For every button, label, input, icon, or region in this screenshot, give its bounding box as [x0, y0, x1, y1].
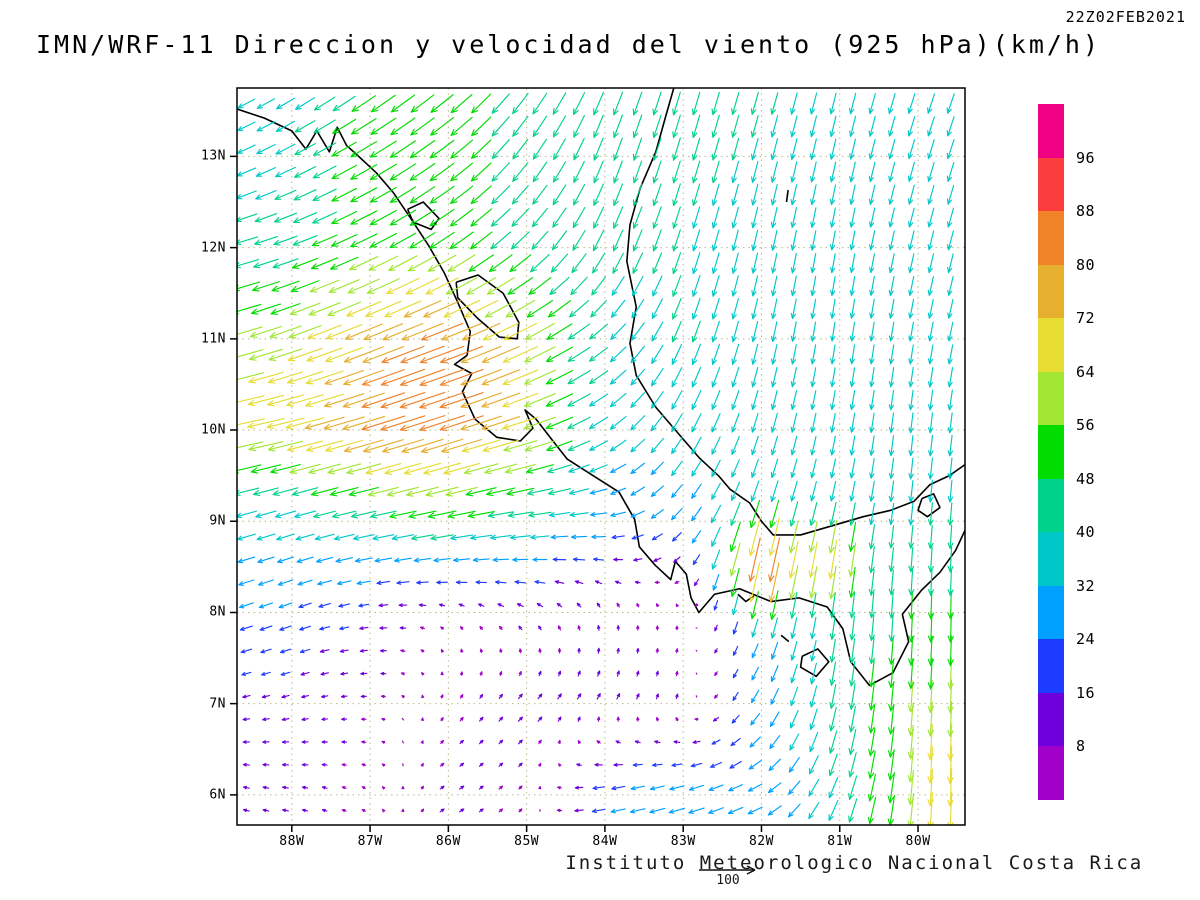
- colorbar-segment: [1038, 639, 1064, 693]
- lon-tick-label: 80W: [905, 834, 931, 849]
- lat-tick-label: 11N: [201, 331, 226, 347]
- lon-tick-label: 87W: [357, 834, 383, 849]
- lon-tick-label: 81W: [827, 834, 853, 849]
- lat-tick-label: 7N: [209, 696, 226, 712]
- colorbar-segment: [1038, 532, 1064, 586]
- colorbar-level-label: 80: [1076, 255, 1096, 274]
- colorbar-level-label: 24: [1076, 630, 1096, 648]
- colorbar-segment: [1038, 318, 1064, 372]
- colorbar-level-label: 64: [1076, 362, 1096, 381]
- colorbar-level-label: 88: [1076, 202, 1096, 220]
- reference-arrow: 100: [697, 861, 759, 891]
- lon-tick-label: 88W: [279, 834, 305, 849]
- colorbar-segment: [1038, 104, 1064, 158]
- colorbar-level-label: 56: [1076, 416, 1096, 434]
- lon-tick-label: 85W: [514, 834, 540, 849]
- lat-tick-label: 9N: [209, 513, 226, 529]
- colorbar-segment: [1038, 585, 1064, 639]
- reference-arrow-icon: [699, 865, 756, 875]
- lat-tick-label: 13N: [201, 148, 226, 164]
- colorbar-level-label: 32: [1076, 576, 1096, 595]
- reference-arrow-label: 100: [716, 873, 740, 888]
- colorbar-level-label: 48: [1076, 469, 1096, 488]
- colorbar-segment: [1038, 478, 1064, 532]
- lat-tick-label: 8N: [209, 604, 226, 620]
- colorbar-segment: [1038, 157, 1064, 211]
- colorbar-segment: [1038, 211, 1064, 265]
- lat-tick-label: 10N: [201, 422, 226, 438]
- colorbar-level-label: 16: [1076, 683, 1096, 702]
- lon-tick-label: 82W: [748, 834, 774, 849]
- lat-tick-label: 12N: [201, 240, 226, 256]
- footer-caption: Instituto Meteorologico Nacional Costa R…: [565, 852, 1144, 874]
- colorbar-segment: [1038, 371, 1064, 425]
- colorbar-level-label: 72: [1076, 309, 1096, 327]
- colorbar-level-label: 8: [1076, 737, 1086, 755]
- lon-tick-label: 83W: [670, 834, 696, 849]
- colorbar-level-label: 96: [1076, 148, 1096, 167]
- lon-tick-label: 86W: [435, 834, 461, 849]
- colorbar-segment: [1038, 692, 1064, 746]
- colorbar-level-label: 40: [1076, 523, 1096, 541]
- colorbar-segment: [1038, 425, 1064, 479]
- colorbar-segment: [1038, 746, 1064, 800]
- lat-tick-label: 6N: [209, 787, 226, 803]
- lon-tick-label: 84W: [592, 834, 618, 849]
- colorbar-segment: [1038, 264, 1064, 318]
